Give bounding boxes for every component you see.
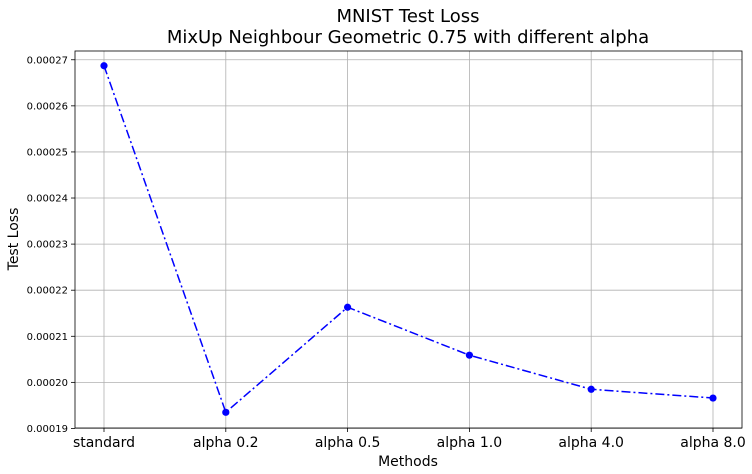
y-tick-label: 0.00019 [27,424,68,435]
y-tick-label: 0.00022 [27,286,68,297]
x-tick-label: standard [73,435,135,451]
data-point-1 [222,408,230,416]
y-tick-label: 0.00025 [27,147,68,158]
y-axis-ticks: 0.00019 0.00020 0.00021 0.00022 0.00023 0.000… [27,55,75,435]
x-axis-label: Methods [378,454,438,470]
data-point-2 [344,303,352,311]
chart-subtitle: MixUp Neighbour Geometric 0.75 with diff… [167,27,649,48]
data-point-5 [709,394,717,402]
x-tick-label: alpha 0.5 [315,435,381,451]
plot-frame [74,50,743,429]
y-tick-label: 0.00020 [27,378,68,389]
data-point-0 [100,62,108,70]
y-tick-label: 0.00027 [27,55,68,66]
y-tick-label: 0.00021 [27,332,68,343]
x-tick-label: alpha 0.2 [193,435,259,451]
y-tick-label: 0.00023 [27,240,68,251]
series-polyline [103,65,714,414]
y-axis-label: Test Loss [6,208,22,272]
chart-title: MNIST Test Loss [336,6,479,27]
y-tick-label: 0.00026 [27,101,68,112]
y-tick-label: 0.00024 [27,194,68,205]
data-point-4 [587,385,595,393]
x-tick-label: alpha 1.0 [437,435,503,451]
x-tick-label: alpha 4.0 [558,435,624,451]
x-axis-ticks: standard alpha 0.2 alpha 0.5 alpha 1.0 alpha… [73,428,746,451]
data-point-3 [465,351,473,359]
series-line [100,62,717,416]
x-tick-label: alpha 8.0 [680,435,746,451]
grid [75,51,742,429]
